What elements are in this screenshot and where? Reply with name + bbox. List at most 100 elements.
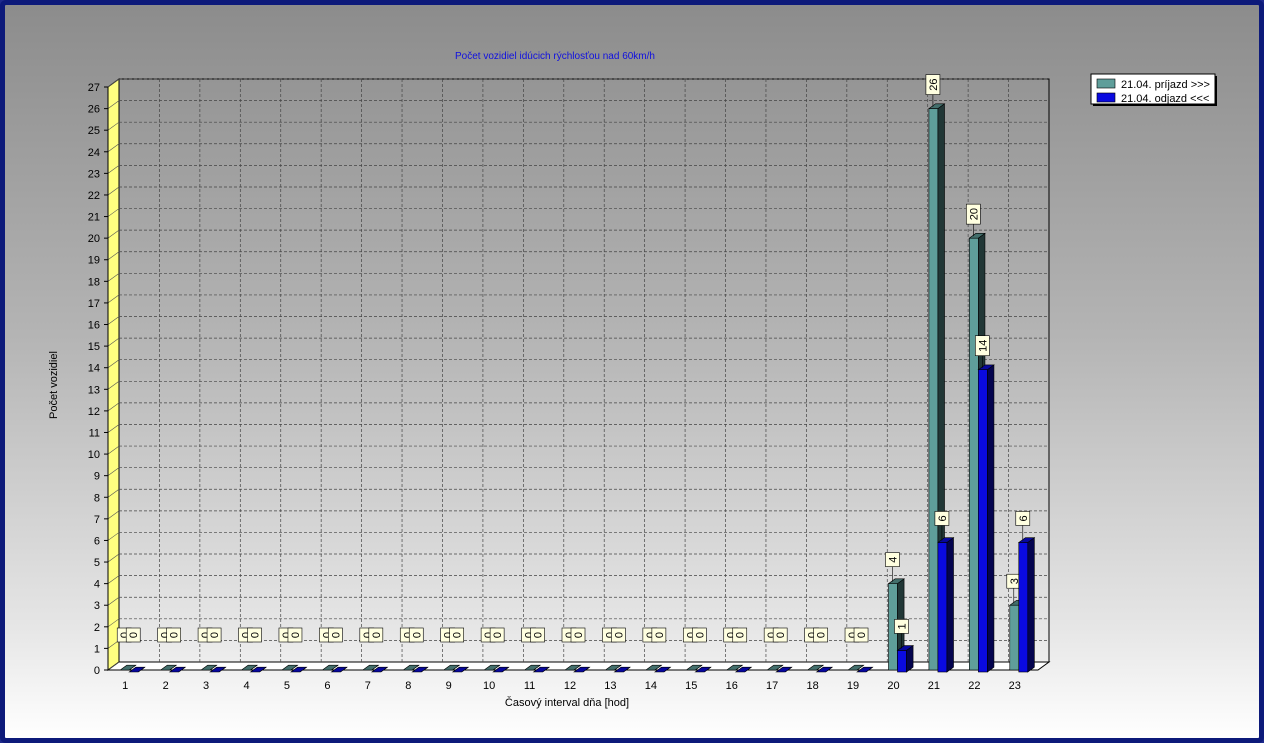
gridline-wall [107,359,120,368]
data-label-bg [813,627,828,643]
bar-top [532,666,551,673]
data-label: 0 [362,632,374,638]
gridline-wall [107,208,120,217]
y-tick-label: 5 [94,557,100,569]
data-label-box: 0 [166,627,181,643]
bar [492,666,510,673]
data-label-bg [651,627,667,643]
bar-top [847,664,865,671]
bar-top [856,666,874,673]
data-label-bg [611,627,626,643]
x-tick-label: 10 [483,680,495,692]
bar-top [240,664,259,671]
bar-top [968,233,986,239]
gridline-wall [107,143,120,153]
data-label-bg [530,627,545,643]
data-label-bg [449,627,464,643]
bar [977,364,995,673]
data-label: 0 [816,632,828,638]
bar-top [653,666,672,673]
data-label: 0 [613,632,625,638]
data-label-box: 4 [885,552,900,567]
bar-top [887,578,906,584]
bar [290,666,308,673]
bar-top [411,666,429,673]
x-tick-label: 12 [564,680,576,692]
bar [604,664,622,671]
data-label-bg [368,627,384,643]
data-label-box: 26 [925,74,941,95]
bar [725,664,744,671]
data-label-bg [772,627,788,643]
data-label-box: 6 [934,511,950,526]
data-label: 0 [645,632,657,638]
gridline-wall [107,121,120,131]
data-label-box: 20 [966,203,981,225]
bar-top [927,103,946,109]
data-label-box: 0 [732,627,748,643]
bar-top [209,666,227,673]
data-label: 0 [200,632,212,638]
data-label: 20 [968,208,980,220]
data-label-box: 0 [125,627,141,643]
gridline-wall [107,553,120,563]
legend-swatch [1096,78,1116,89]
data-label-bg [287,627,303,643]
data-label: 6 [937,515,949,521]
bar [168,666,187,673]
gridline-wall [107,532,120,541]
bar [442,664,461,671]
y-tick-label: 15 [88,341,100,353]
x-axis-label: Časový interval dňa [hod] [505,696,629,709]
x-tick-label: 7 [365,680,371,692]
bar-top [806,664,825,671]
data-label: 0 [856,632,868,638]
data-label: 0 [160,632,172,638]
data-label: 0 [402,632,414,638]
bar-front [897,650,907,673]
data-label: 0 [564,632,576,638]
y-tick-label: 25 [88,125,100,137]
bar [451,666,470,673]
bar [281,664,299,671]
x-tick-label: 19 [847,680,859,692]
data-label-box: 0 [772,627,788,643]
bar-top [1017,537,1036,543]
bar [209,666,227,673]
gridline-wall [107,402,120,412]
y-tick-label: 10 [88,449,100,461]
bar-top [644,664,663,671]
data-label: 0 [685,632,697,638]
bar [734,666,753,673]
data-label: 0 [209,632,221,638]
y-tick-label: 26 [88,104,100,116]
y-tick-label: 24 [88,147,100,159]
y-tick-label: 19 [88,255,100,267]
bar-top [128,666,146,673]
bar [564,664,582,671]
bar [766,664,784,671]
bar-front [928,108,939,671]
data-label: 6 [1018,515,1030,521]
data-label-box: 0 [449,627,464,643]
plot-area: 0123456789101112131415161718192021222324… [88,74,1051,692]
bar-top [766,664,784,671]
x-tick-label: 3 [203,680,209,692]
y-tick-label: 9 [94,471,100,483]
data-label-bg [853,627,869,643]
bar [240,664,259,671]
bar-front [969,237,979,671]
y-tick-label: 2 [94,622,100,634]
bar-top [168,666,187,673]
data-label: 0 [524,632,536,638]
data-label-bg [692,627,707,643]
bar [159,664,178,671]
y-tick-label: 11 [89,427,100,439]
bar [523,664,542,671]
data-label-box: 0 [489,627,505,643]
data-label: 0 [492,632,504,638]
data-label-box: 0 [530,627,545,643]
bar [573,666,591,673]
legend-swatch [1096,92,1116,103]
gridline-wall [107,273,120,282]
